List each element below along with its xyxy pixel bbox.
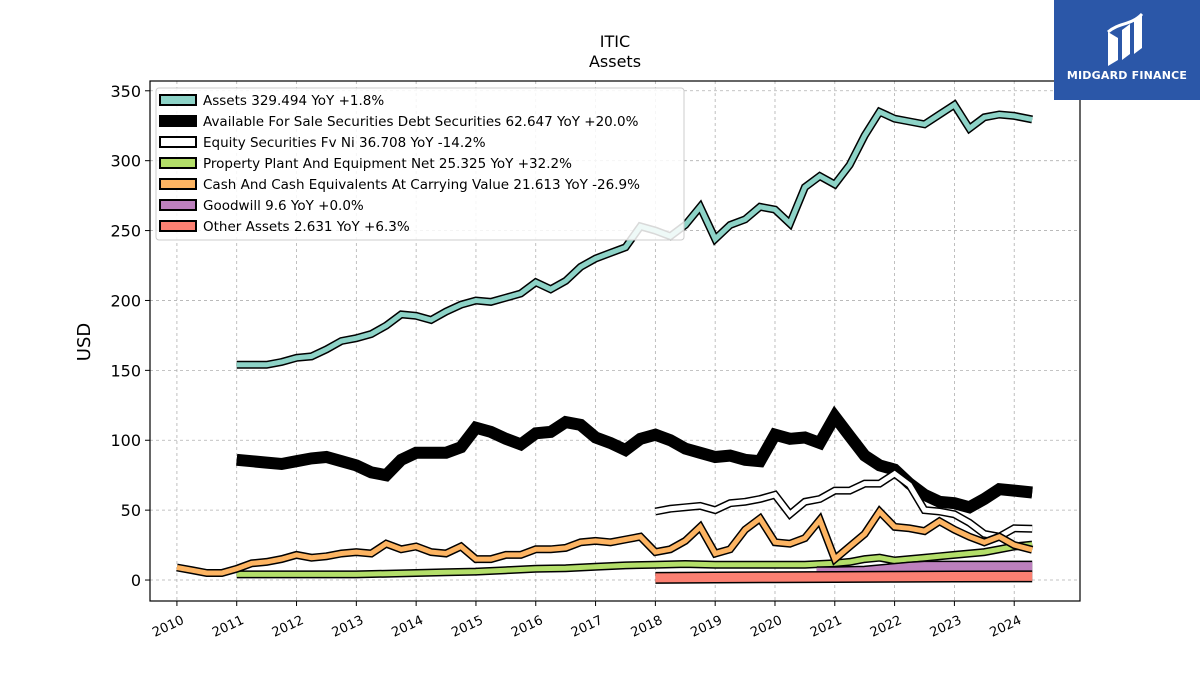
legend-swatch [159, 178, 197, 190]
y-tick-label: 0 [131, 571, 141, 590]
x-tick-label: 2023 [928, 613, 964, 641]
legend-label: Equity Securities Fv Ni 36.708 YoY -14.2… [203, 135, 486, 151]
legend-label: Goodwill 9.6 YoY +0.0% [203, 198, 364, 214]
x-tick-label: 2012 [270, 613, 306, 641]
x-tick-label: 2021 [808, 613, 844, 641]
x-tick-label: 2022 [868, 613, 904, 641]
y-tick-label: 150 [110, 361, 141, 380]
y-tick-label: 250 [110, 222, 141, 241]
series-line [176, 507, 1033, 576]
y-tick-label: 200 [110, 291, 141, 310]
x-tick-label: 2019 [689, 613, 725, 641]
series-line [655, 571, 1033, 583]
x-tick-label: 2010 [150, 613, 186, 641]
y-tick-label: 300 [110, 152, 141, 171]
x-tick-label: 2017 [569, 613, 605, 641]
x-tick-label: 2020 [748, 613, 784, 641]
y-axis-label: USD [74, 323, 95, 361]
series-line [654, 470, 1033, 540]
x-tick-label: 2015 [449, 613, 485, 641]
chart-title: ITIC [600, 32, 630, 51]
legend-box [155, 87, 685, 241]
midgard-logo-icon [1107, 12, 1144, 66]
series-line [236, 542, 1033, 577]
y-tick-label: 350 [110, 82, 141, 101]
legend-label: Available For Sale Securities Debt Secur… [203, 114, 639, 130]
x-tick-label: 2024 [988, 613, 1024, 641]
legend-swatch [159, 220, 197, 232]
legend-swatch [159, 157, 197, 169]
legend-swatch [159, 199, 197, 211]
legend-swatch [159, 115, 197, 127]
legend: Assets 329.494 YoY +1.8% Available For Sa… [155, 87, 685, 241]
legend-swatch [159, 94, 197, 106]
brand-logo: MIDGARD FINANCE [1054, 0, 1200, 100]
y-tick-label: 100 [110, 431, 141, 450]
x-tick-label: 2011 [210, 613, 246, 641]
plot-frame [149, 80, 1081, 602]
brand-name: MIDGARD FINANCE [1066, 69, 1188, 82]
x-tick-label: 2014 [389, 613, 425, 641]
legend-label: Assets 329.494 YoY +1.8% [203, 93, 384, 109]
x-tick-label: 2013 [330, 613, 366, 641]
x-tick-label: 2018 [629, 613, 665, 641]
legend-label: Other Assets 2.631 YoY +6.3% [203, 219, 410, 235]
chart-subtitle: Assets [589, 52, 641, 71]
legend-label: Property Plant And Equipment Net 25.325 … [203, 156, 572, 172]
x-tick-label: 2016 [509, 613, 545, 641]
legend-swatch [159, 136, 197, 148]
y-tick-label: 50 [121, 501, 141, 520]
legend-label: Cash And Cash Equivalents At Carrying Va… [203, 177, 640, 193]
